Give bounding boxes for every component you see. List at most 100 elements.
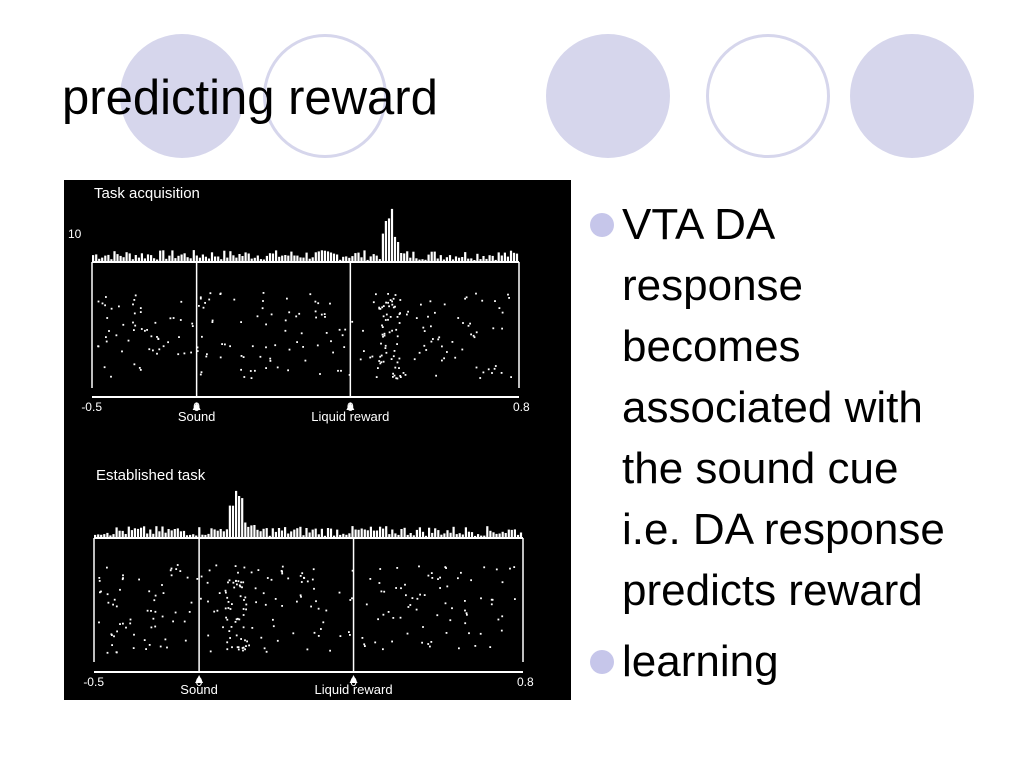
histogram-bar [98, 258, 101, 262]
raster-spike [281, 572, 284, 575]
raster-spike [462, 322, 464, 324]
histogram-bar [219, 529, 222, 538]
raster-spike [381, 306, 384, 309]
raster-spike [239, 585, 242, 588]
raster-spike [106, 317, 109, 319]
raster-spike [122, 577, 124, 579]
raster-spike [396, 316, 399, 318]
histogram-bar [161, 526, 164, 538]
raster-spike [320, 313, 323, 316]
raster-spike [387, 611, 390, 613]
histogram-bar [424, 535, 428, 538]
raster-spike [295, 315, 298, 318]
histogram-bar [314, 528, 317, 538]
raster-spike [337, 369, 339, 372]
histogram-bar [479, 259, 482, 262]
raster-spike [446, 585, 449, 588]
histogram-bar [515, 253, 519, 262]
raster-spike [284, 329, 287, 332]
raster-spike [237, 580, 240, 583]
raster-spike [250, 377, 253, 379]
histogram-bar [165, 258, 168, 262]
raster-spike [348, 631, 350, 633]
raster-spike [464, 622, 467, 625]
raster-spike [441, 345, 443, 348]
histogram-bar [354, 253, 357, 262]
raster-spike [436, 614, 439, 617]
raster-spike [300, 581, 303, 583]
raster-spike [211, 319, 214, 322]
histogram-bar [415, 258, 418, 262]
raster-spike [157, 338, 160, 340]
histogram-bar [274, 531, 277, 538]
raster-spike [510, 376, 512, 378]
raster-spike [351, 597, 353, 600]
histogram-bar [391, 529, 394, 538]
raster-spike [490, 598, 493, 601]
raster-spike [351, 569, 354, 572]
raster-spike [460, 571, 462, 574]
raster-spike [316, 344, 319, 347]
histogram-bar [95, 254, 98, 262]
histogram-bar [513, 529, 516, 538]
raster-spike [229, 608, 232, 610]
histogram-bar [317, 251, 320, 262]
raster-spike [274, 344, 277, 347]
raster-spike [152, 617, 155, 620]
histogram-bar [314, 252, 317, 262]
raster-spike [384, 319, 387, 321]
raster-spike [199, 296, 202, 299]
raster-spike [303, 576, 305, 579]
raster-spike [110, 307, 113, 310]
histogram-bar [223, 250, 226, 262]
histogram-bar [136, 528, 140, 538]
raster-spike [418, 565, 420, 568]
raster-spike [177, 353, 180, 356]
raster-spike [461, 348, 464, 351]
histogram-bar [290, 531, 293, 538]
histogram-bar [445, 257, 448, 262]
histogram-bar [501, 531, 504, 538]
raster-spike [398, 357, 401, 360]
event-label: Liquid reward [315, 682, 393, 697]
histogram-bar [238, 496, 241, 538]
raster-spike [339, 635, 342, 637]
histogram-bar [268, 253, 272, 262]
raster-spike [196, 346, 199, 349]
raster-spike [500, 372, 503, 374]
raster-spike [115, 651, 118, 654]
bullet-item: learning [584, 631, 1014, 692]
raster-spike [183, 620, 186, 623]
histogram-bar [409, 533, 412, 538]
raster-spike [186, 576, 189, 579]
histogram-bar [299, 526, 302, 538]
histogram-bar [427, 254, 430, 262]
histogram-bar [474, 535, 477, 538]
bullet-line: the sound cue [622, 444, 899, 493]
raster-spike [213, 610, 216, 613]
raster-spike [170, 574, 173, 577]
histogram-bar [265, 528, 268, 538]
raster-spike [229, 345, 231, 348]
raster-spike [423, 344, 426, 347]
histogram-bar [388, 534, 391, 538]
histogram-bar [103, 534, 106, 538]
histogram-bar [381, 233, 384, 262]
raster-spike [441, 359, 443, 362]
raster-spike [465, 612, 468, 615]
histogram-bar [247, 526, 250, 538]
raster-spike [420, 303, 422, 306]
raster-spike [98, 577, 101, 579]
histogram-bar [259, 531, 262, 538]
histogram-bar [284, 255, 287, 262]
raster-spike [398, 322, 401, 324]
histogram-bar [137, 257, 140, 262]
histogram-bar [305, 528, 308, 538]
bullet-line: predicts reward [622, 566, 923, 615]
raster-spike [144, 329, 146, 332]
histogram-bar [167, 529, 170, 538]
raster-spike [254, 587, 257, 590]
raster-spike [269, 357, 272, 360]
raster-spike [382, 613, 385, 616]
raster-spike [262, 300, 264, 302]
